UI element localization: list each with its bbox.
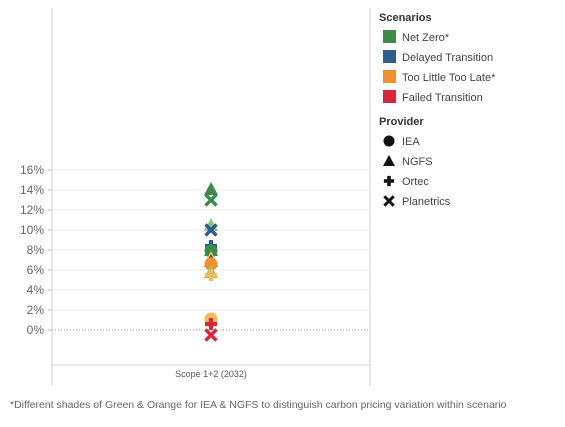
data-points [204, 182, 218, 342]
data-point-planetrics [204, 223, 218, 237]
y-tick-label: 0% [27, 323, 45, 337]
legend-item-label: NGFS [402, 156, 433, 168]
cross-icon [383, 195, 395, 207]
data-point-planetrics [204, 193, 218, 207]
y-tick-label: 6% [27, 263, 45, 277]
data-point-ortec [205, 269, 217, 281]
x-category-label: Scope 1+2 (2032) [175, 369, 247, 379]
footnote: *Different shades of Green & Orange for … [10, 399, 507, 411]
y-tick-label: 4% [27, 283, 45, 297]
legend-title: Provider [379, 116, 424, 128]
data-point-ngfs [204, 182, 218, 195]
data-point-ortec [205, 318, 217, 330]
legend-item-label: Failed Transition [402, 92, 483, 104]
legend-item-label: IEA [402, 136, 420, 148]
y-tick-label: 2% [27, 303, 45, 317]
circle-icon [383, 135, 395, 147]
legend-swatch [383, 90, 396, 103]
legend-title: Scenarios [379, 12, 432, 24]
axes: 16% 14% 12% 10% 8% 6% 4% 2% 0% Scope 1+2 (2032) [20, 8, 371, 386]
y-tick-label: 10% [20, 223, 44, 237]
legend-item-label: Too Little Too Late* [402, 72, 496, 84]
y-tick-label: 8% [27, 243, 45, 257]
legends: Scenarios Net Zero* Delayed Transition Too … [379, 12, 496, 208]
triangle-icon [383, 155, 395, 167]
plus-icon [383, 175, 395, 187]
legend-swatch [383, 30, 396, 43]
y-tick-label: 12% [20, 203, 44, 217]
data-point-planetrics [204, 328, 218, 342]
legend-item-label: Planetrics [402, 196, 451, 208]
legend-item-label: Net Zero* [402, 32, 450, 44]
legend-swatch [383, 50, 396, 63]
legend-item-label: Delayed Transition [402, 52, 493, 64]
legend-swatch [383, 70, 396, 83]
legend-item-label: Ortec [402, 176, 429, 188]
y-tick-label: 16% [20, 163, 44, 177]
data-point-iea [204, 257, 218, 271]
y-tick-label: 14% [20, 183, 44, 197]
